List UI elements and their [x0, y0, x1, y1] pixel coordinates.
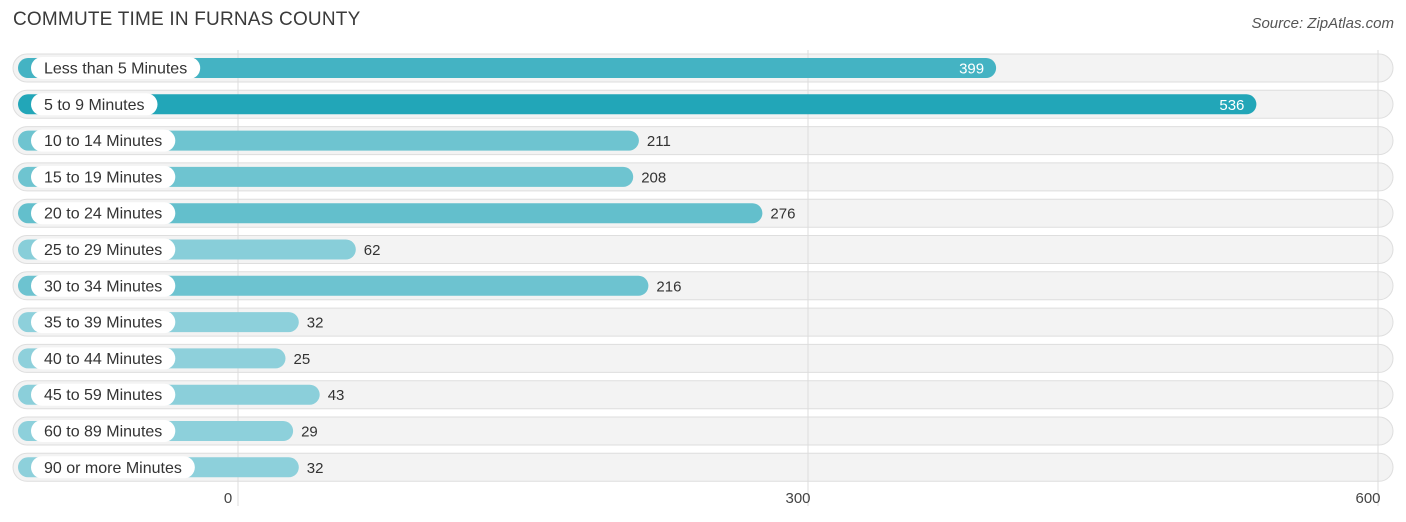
row-track — [12, 380, 1394, 410]
bar — [18, 203, 763, 224]
row-track — [12, 416, 1394, 446]
value-label: 32 — [307, 315, 324, 332]
bar — [18, 58, 997, 78]
category-label-pill — [31, 456, 195, 479]
value-label: 211 — [647, 133, 671, 150]
x-tick-label: 300 — [785, 490, 810, 507]
value-label: 276 — [770, 206, 795, 223]
bar — [18, 275, 649, 296]
row-track — [12, 235, 1394, 264]
category-label-pill — [31, 311, 176, 334]
value-label: 399 — [959, 61, 984, 78]
category-label-pill — [31, 347, 176, 370]
x-tick-label: 600 — [1355, 490, 1380, 507]
category-label-pill — [31, 420, 176, 442]
category-label-pill — [31, 129, 176, 152]
x-tick-label: 0 — [224, 490, 232, 507]
category-label-pill — [31, 202, 176, 225]
category-label: 30 to 34 Minutes — [44, 278, 162, 295]
value-label: 208 — [641, 169, 666, 186]
bar — [18, 94, 1257, 115]
category-label: 10 to 14 Minutes — [44, 133, 162, 150]
value-label: 62 — [364, 242, 381, 259]
category-label: 35 to 39 Minutes — [44, 315, 162, 332]
row-track — [12, 343, 1394, 373]
category-label-pill — [31, 57, 201, 79]
category-label: 25 to 29 Minutes — [44, 242, 162, 259]
value-label: 25 — [294, 351, 311, 368]
value-label: 536 — [1219, 97, 1244, 114]
category-label: 90 or more Minutes — [44, 460, 182, 477]
row-track — [12, 452, 1394, 482]
category-label: Less than 5 Minutes — [44, 61, 187, 78]
value-label: 216 — [656, 278, 681, 295]
row-track — [12, 307, 1394, 337]
category-label: 5 to 9 Minutes — [44, 97, 145, 114]
category-label-pill — [31, 165, 176, 188]
category-label: 60 to 89 Minutes — [44, 424, 162, 441]
value-label: 32 — [307, 460, 324, 477]
category-label-pill — [31, 93, 158, 116]
category-label: 20 to 24 Minutes — [44, 206, 162, 223]
category-label: 15 to 19 Minutes — [44, 169, 162, 186]
category-label: 45 to 59 Minutes — [44, 387, 162, 404]
category-label-pill — [31, 274, 176, 297]
value-label: 29 — [301, 424, 318, 441]
category-label: 40 to 44 Minutes — [44, 351, 162, 368]
value-label: 43 — [328, 387, 345, 404]
category-label-pill — [31, 383, 176, 406]
chart-title: Commute Time in Furnas County — [13, 9, 361, 30]
chart-source: Source: ZipAtlas.com — [1251, 15, 1394, 32]
category-label-pill — [31, 238, 176, 261]
